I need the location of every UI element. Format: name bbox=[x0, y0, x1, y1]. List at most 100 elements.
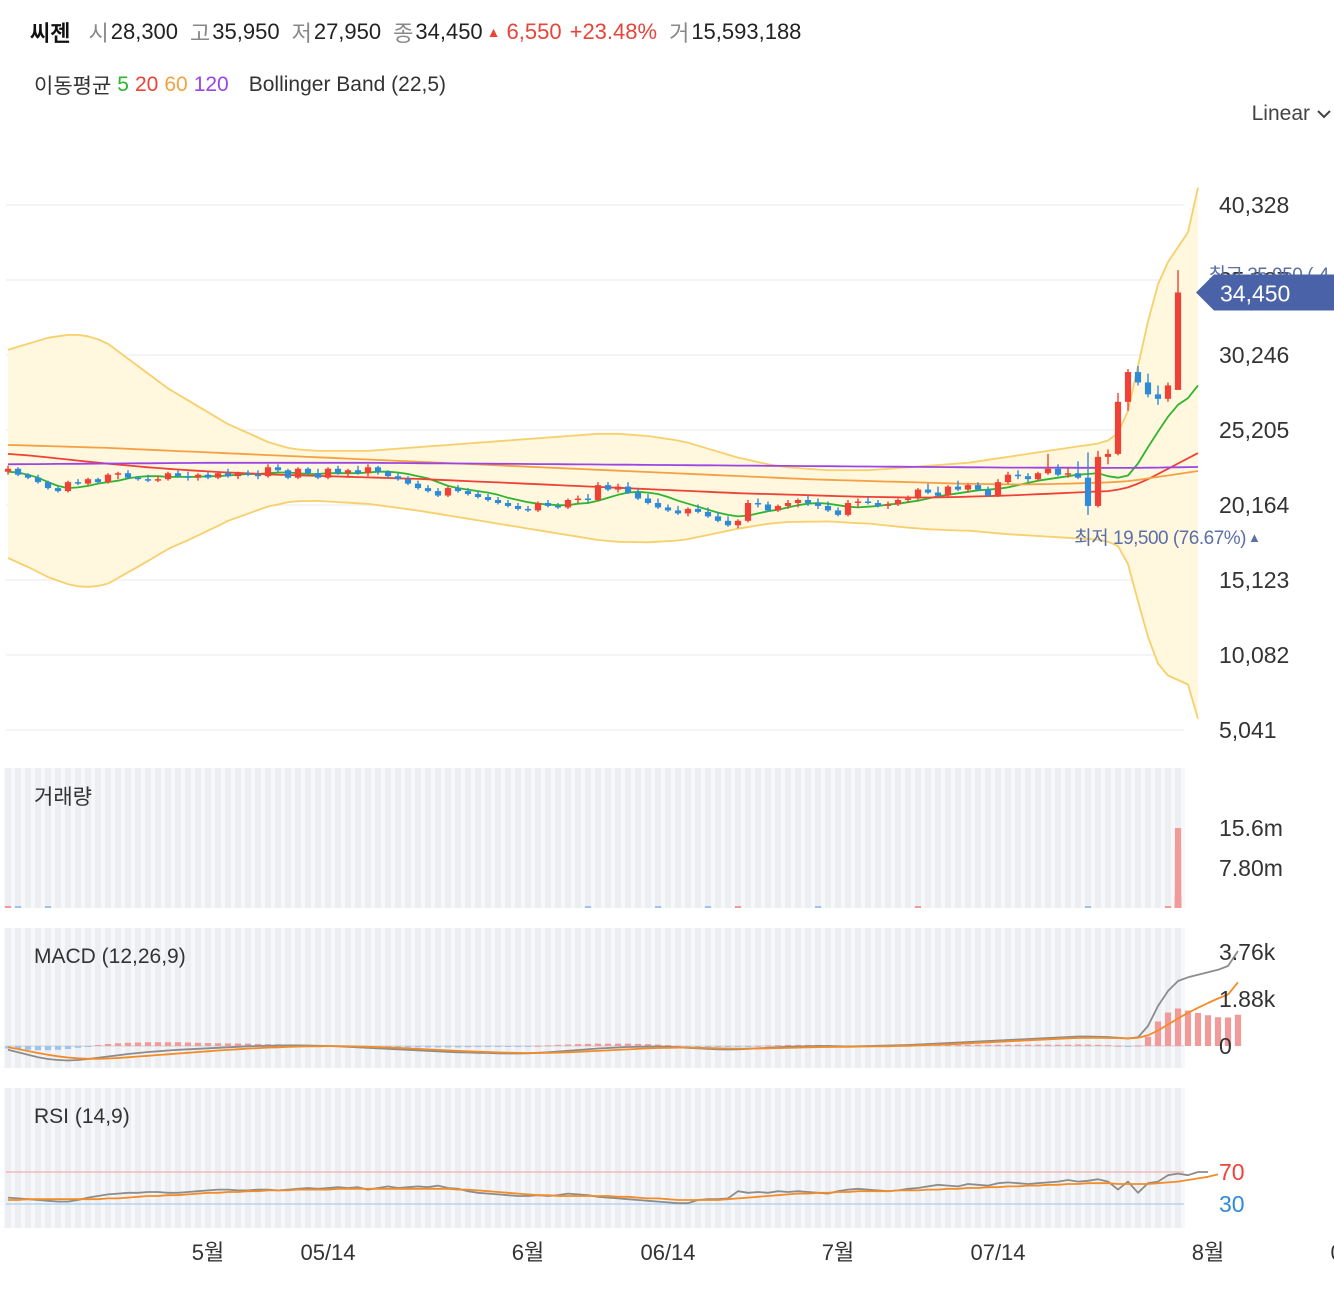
candle-body bbox=[1054, 468, 1062, 475]
macd-bg-bar bbox=[1174, 928, 1182, 1068]
volume-bg-bar bbox=[594, 768, 602, 908]
macd-histogram-bar bbox=[494, 1046, 502, 1047]
candle-body bbox=[124, 473, 132, 478]
macd-bg-bar bbox=[764, 928, 772, 1068]
rsi-bg-bar bbox=[554, 1088, 562, 1228]
macd-histogram-bar bbox=[994, 1044, 1002, 1046]
candle-body bbox=[64, 482, 72, 492]
rsi-bg-bar bbox=[194, 1088, 202, 1228]
macd-axis-tick: 3.76k bbox=[1219, 939, 1276, 965]
macd-bg-bar bbox=[784, 928, 792, 1068]
macd-histogram-bar bbox=[694, 1046, 702, 1047]
macd-bg-bar bbox=[1074, 928, 1082, 1068]
candle-body bbox=[754, 502, 762, 505]
candle-body bbox=[174, 473, 182, 477]
volume-bg-bar bbox=[924, 768, 932, 908]
high-value: 35,950 bbox=[212, 19, 280, 44]
volume-bg-bar bbox=[434, 768, 442, 908]
rsi-bg-bar bbox=[664, 1088, 672, 1228]
volume-bg-bar bbox=[774, 768, 782, 908]
price-axis-tick: 10,082 bbox=[1219, 642, 1289, 668]
rsi-bg-bar bbox=[904, 1088, 912, 1228]
scale-dropdown[interactable]: Linear bbox=[1252, 98, 1332, 130]
bollinger-band-fill bbox=[8, 187, 1198, 719]
macd-histogram-bar bbox=[134, 1042, 142, 1046]
candle-body bbox=[364, 467, 372, 474]
candle-body bbox=[384, 471, 392, 477]
macd-histogram-bar bbox=[1204, 1015, 1212, 1046]
candle-body bbox=[374, 467, 382, 472]
rsi-bg-bar bbox=[794, 1088, 802, 1228]
rsi-bg-bar bbox=[574, 1088, 582, 1228]
rsi-bg-bar bbox=[1174, 1088, 1182, 1228]
indicator-legend[interactable]: 이동평균 5 20 60 120 Bollinger Band (22,5) bbox=[34, 68, 454, 102]
current-price-tag bbox=[1196, 274, 1334, 311]
rsi-bg-bar bbox=[1154, 1088, 1162, 1228]
macd-bg-bar bbox=[1084, 928, 1092, 1068]
rsi-bg-bar bbox=[214, 1088, 222, 1228]
candle-body bbox=[784, 502, 792, 506]
volume-bg-bar bbox=[384, 768, 392, 908]
current-price-label: 34,450 bbox=[1220, 280, 1290, 306]
candle-body bbox=[94, 479, 102, 483]
volume-bg-bar bbox=[514, 768, 522, 908]
macd-bg-bar bbox=[1064, 928, 1072, 1068]
rsi-bg-bar bbox=[434, 1088, 442, 1228]
macd-bg-bar bbox=[164, 928, 172, 1068]
volume-bg-bar bbox=[944, 768, 952, 908]
volume-bg-bar bbox=[334, 768, 342, 908]
volume-bg-bar bbox=[254, 768, 262, 908]
macd-histogram-bar bbox=[244, 1043, 252, 1046]
macd-histogram-bar bbox=[1084, 1044, 1092, 1046]
volume-bg-bar bbox=[874, 768, 882, 908]
rsi-bg-bar bbox=[114, 1088, 122, 1228]
rsi-bg-bar bbox=[624, 1088, 632, 1228]
macd-histogram-bar bbox=[1194, 1013, 1202, 1046]
rsi-bg-bar bbox=[354, 1088, 362, 1228]
rsi-axis-tick: 30 bbox=[1219, 1191, 1245, 1217]
candle-body bbox=[874, 502, 882, 506]
rsi-bg-bar bbox=[1044, 1088, 1052, 1228]
macd-histogram-bar bbox=[674, 1045, 682, 1047]
macd-bg-bar bbox=[1044, 928, 1052, 1068]
macd-histogram-bar bbox=[784, 1044, 792, 1046]
candle-body bbox=[464, 491, 472, 495]
macd-bg-bar bbox=[204, 928, 212, 1068]
rsi-bg-bar bbox=[134, 1088, 142, 1228]
macd-bg-bar bbox=[1104, 928, 1112, 1068]
candle-body bbox=[74, 482, 82, 484]
macd-histogram-bar bbox=[644, 1044, 652, 1046]
macd-histogram-bar bbox=[654, 1044, 662, 1046]
candle-body bbox=[324, 468, 332, 478]
macd-bg-bar bbox=[194, 928, 202, 1068]
volume-bg-bar bbox=[884, 768, 892, 908]
volume-bg-bar bbox=[464, 768, 472, 908]
volume-bg-bar bbox=[544, 768, 552, 908]
candle-body bbox=[104, 474, 112, 483]
rsi-bg-bar bbox=[974, 1088, 982, 1228]
x-axis-tick: 8월 bbox=[1192, 1240, 1224, 1265]
candle-body bbox=[904, 498, 912, 501]
candle-body bbox=[404, 479, 412, 484]
volume-bar bbox=[44, 906, 52, 908]
macd-bg-bar bbox=[984, 928, 992, 1068]
volume-bar bbox=[1084, 906, 1092, 908]
rsi-bg-bar bbox=[564, 1088, 572, 1228]
macd-bg-bar bbox=[494, 928, 502, 1068]
volume-bg-bar bbox=[534, 768, 542, 908]
rsi-bg-bar bbox=[534, 1088, 542, 1228]
rsi-bg-bar bbox=[584, 1088, 592, 1228]
macd-bg-bar bbox=[414, 928, 422, 1068]
candle-body bbox=[234, 473, 242, 477]
macd-bg-bar bbox=[114, 928, 122, 1068]
volume-bg-bar bbox=[1004, 768, 1012, 908]
volume-bg-bar bbox=[294, 768, 302, 908]
macd-bg-bar bbox=[644, 928, 652, 1068]
macd-histogram-bar bbox=[1044, 1044, 1052, 1046]
macd-histogram-bar bbox=[154, 1042, 162, 1046]
candle-body bbox=[504, 502, 512, 506]
candle-body bbox=[884, 504, 892, 506]
rsi-bg-bar bbox=[374, 1088, 382, 1228]
macd-bg-bar bbox=[1154, 928, 1162, 1068]
